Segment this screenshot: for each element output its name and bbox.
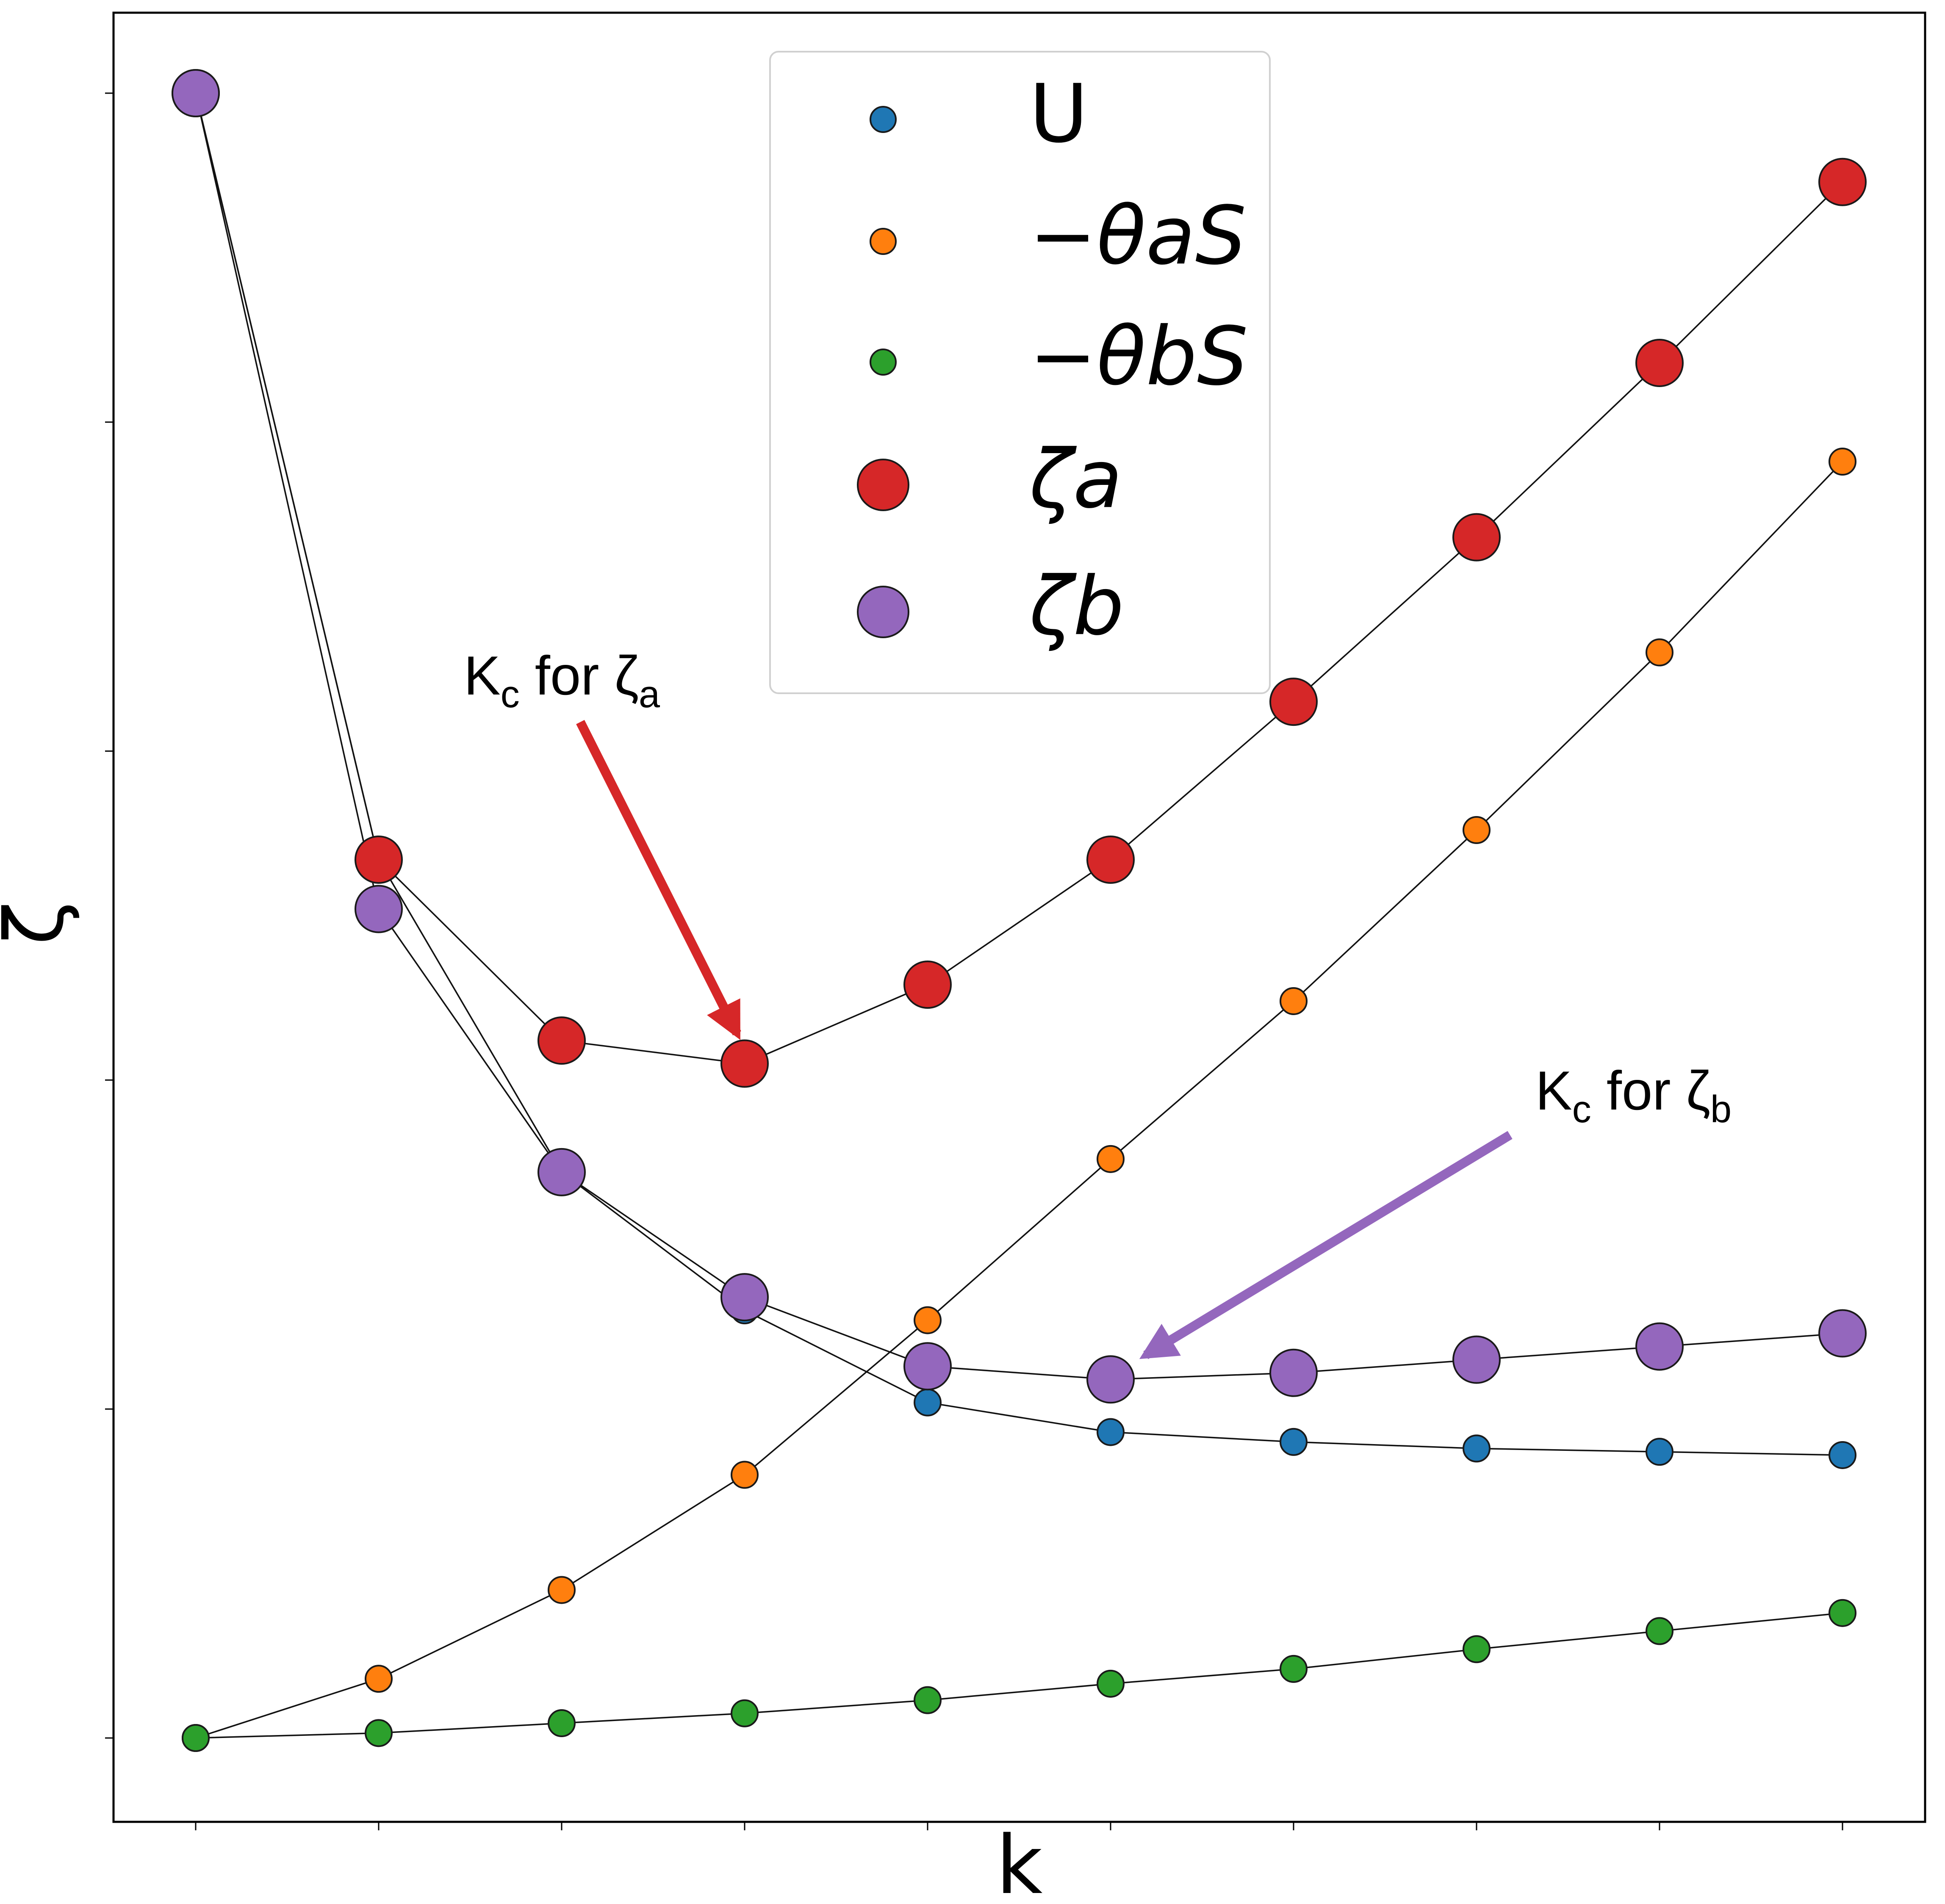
legend-marker <box>870 349 897 376</box>
data-point-3 <box>1635 338 1684 387</box>
data-point-4 <box>1269 1348 1318 1397</box>
data-point-2 <box>914 1686 942 1714</box>
series-lines <box>195 93 1843 1739</box>
legend-label: ζb <box>1029 559 1124 653</box>
annotation-arrow <box>1139 1131 1513 1359</box>
data-point-2 <box>1829 1599 1856 1627</box>
data-point-1 <box>731 1461 759 1489</box>
data-point-3 <box>355 835 403 884</box>
data-point-2 <box>1097 1669 1125 1698</box>
data-point-4 <box>1452 1335 1501 1384</box>
data-point-3 <box>1452 513 1501 562</box>
legend-label: ζa <box>1029 432 1122 526</box>
axis-ticks <box>105 92 1843 1830</box>
annotation-label: Kc for ζa <box>464 645 660 716</box>
data-point-4 <box>538 1148 586 1196</box>
data-point-1 <box>1646 638 1673 667</box>
data-point-2 <box>731 1699 759 1727</box>
data-point-0 <box>1280 1428 1308 1456</box>
data-point-1 <box>1280 987 1308 1015</box>
series-line-4 <box>195 93 1843 1381</box>
x-axis-label: k <box>996 1818 1042 1904</box>
data-point-3 <box>903 960 952 1009</box>
data-point-1 <box>1829 448 1856 476</box>
data-point-4 <box>720 1273 769 1322</box>
data-point-2 <box>1463 1635 1491 1663</box>
data-point-0 <box>1829 1441 1856 1469</box>
data-point-4 <box>1086 1355 1135 1404</box>
data-point-4 <box>903 1342 952 1391</box>
data-point-0 <box>1646 1438 1673 1466</box>
data-point-2 <box>1280 1655 1308 1683</box>
data-point-0 <box>1463 1434 1491 1463</box>
data-point-1 <box>914 1306 942 1334</box>
series-markers <box>172 69 1867 1752</box>
data-point-0 <box>1097 1418 1125 1446</box>
data-point-1 <box>1463 816 1491 844</box>
data-point-2 <box>1646 1617 1673 1645</box>
data-point-0 <box>914 1388 942 1417</box>
series-line-1 <box>195 461 1843 1739</box>
data-point-1 <box>548 1576 576 1604</box>
legend-label: −θaS <box>1029 189 1246 282</box>
data-point-2 <box>182 1724 210 1752</box>
data-point-3 <box>1818 158 1867 206</box>
legend-label: U <box>1029 67 1088 161</box>
legend-marker <box>857 459 909 511</box>
data-point-4 <box>1635 1322 1684 1371</box>
series-line-2 <box>195 1612 1843 1739</box>
data-point-3 <box>1269 678 1318 726</box>
data-point-2 <box>365 1719 393 1747</box>
data-point-3 <box>720 1039 769 1088</box>
data-point-4 <box>172 69 220 117</box>
annotation-label: Kc for ζb <box>1535 1060 1732 1131</box>
legend-label: −θbS <box>1029 310 1248 403</box>
series-line-0 <box>195 93 1843 1456</box>
data-point-1 <box>365 1665 393 1693</box>
plot-frame <box>112 11 1926 1823</box>
y-axis-label: ζ <box>0 901 81 945</box>
legend: U −θaS −θbS ζa ζb <box>769 51 1271 694</box>
series-line-3 <box>195 93 1843 1065</box>
annotation-arrow <box>576 720 741 1040</box>
legend-marker <box>870 228 897 255</box>
legend-marker <box>857 586 909 638</box>
data-point-4 <box>1818 1309 1867 1358</box>
data-point-3 <box>1086 835 1135 884</box>
data-point-1 <box>1097 1145 1125 1173</box>
data-point-3 <box>538 1016 586 1065</box>
legend-marker <box>870 106 897 133</box>
legend-box <box>769 51 1271 694</box>
data-point-4 <box>355 885 403 933</box>
data-point-2 <box>548 1709 576 1738</box>
annotations: Kc for ζa Kc for ζb <box>464 645 1732 1359</box>
